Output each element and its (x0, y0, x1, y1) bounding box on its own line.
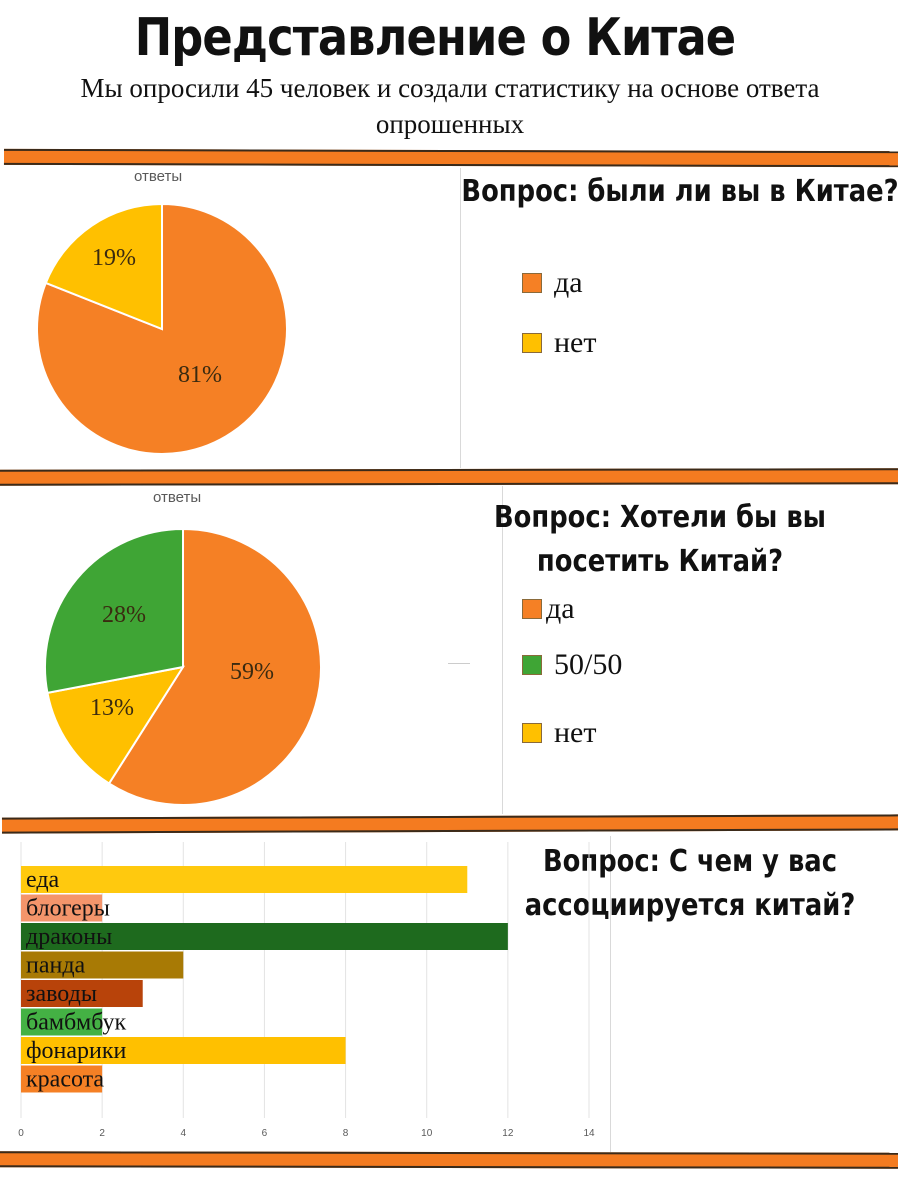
question-3: Вопрос: С чем у вас ассоциируется китай? (524, 844, 856, 923)
separator-dash (448, 663, 470, 664)
separator-line (502, 486, 503, 814)
legend-swatch (522, 723, 542, 743)
pie-slice-да (36, 202, 288, 455)
separator-line (610, 836, 611, 1152)
bar-фонарики (21, 1037, 346, 1064)
pie-slice-нет (46, 665, 186, 785)
legend-label: нет (554, 716, 597, 749)
legend-label: нет (554, 326, 597, 359)
legend-item-yes: да (522, 592, 575, 626)
x-tick-label: 12 (502, 1128, 514, 1139)
separator-line (460, 168, 461, 468)
bar-category-label: фонарики (26, 1038, 127, 1064)
x-tick-label: 2 (99, 1128, 105, 1139)
pie1-caption: ответы (134, 168, 183, 185)
legend-swatch (522, 655, 542, 675)
pie-slice-да (107, 527, 322, 806)
legend-item-fifty: 50/50 (522, 648, 622, 682)
bar-драконы (21, 923, 508, 950)
bar-category-label: заводы (26, 981, 97, 1007)
pie-data-label: 28% (102, 602, 146, 628)
legend-item-no: нет (522, 326, 596, 360)
bar-заводы (21, 980, 143, 1007)
legend-swatch (522, 273, 542, 293)
bar-бамбмбук (21, 1008, 103, 1036)
legend-label: да (546, 592, 575, 625)
x-tick-label: 14 (583, 1128, 595, 1139)
legend-item-no: нет (522, 716, 596, 750)
pie-data-label: 13% (90, 695, 134, 721)
pie-slice-нет (44, 202, 163, 331)
legend-label: да (554, 266, 583, 299)
pie-data-label: 59% (230, 659, 274, 685)
question-2: Вопрос: Хотели бы вы посетить Китай? (493, 500, 827, 579)
pie-data-label: 19% (92, 245, 136, 271)
pie-slice-50/50 (44, 527, 184, 695)
x-tick-label: 10 (421, 1128, 433, 1139)
legend-item-yes: да (522, 266, 583, 300)
legend-swatch (522, 599, 542, 619)
bar-category-label: красота (26, 1067, 104, 1093)
page-subtitle: Мы опросили 45 человек и создали статист… (80, 73, 820, 139)
bar-category-label: драконы (26, 924, 112, 950)
x-tick-label: 8 (343, 1128, 349, 1139)
bar-еда (21, 866, 468, 893)
legend-swatch (522, 333, 542, 353)
x-tick-label: 4 (181, 1128, 187, 1139)
bar-блогеры (21, 894, 103, 922)
x-tick-label: 6 (262, 1128, 268, 1139)
bar-панда (21, 951, 184, 979)
question-1: Вопрос: были ли вы в Китае? (461, 174, 899, 209)
pie2-caption: ответы (153, 489, 202, 506)
x-tick-label: 0 (18, 1128, 24, 1139)
bar-category-label: еда (26, 867, 60, 893)
page-title: Представление о Китае (134, 8, 736, 68)
pie-data-label: 81% (178, 362, 222, 388)
bar-category-label: блогеры (26, 896, 110, 922)
bar-category-label: панда (26, 953, 86, 979)
legend-label: 50/50 (554, 648, 623, 681)
bar-красота (21, 1065, 103, 1093)
bar-category-label: бамбмбук (26, 1010, 127, 1036)
